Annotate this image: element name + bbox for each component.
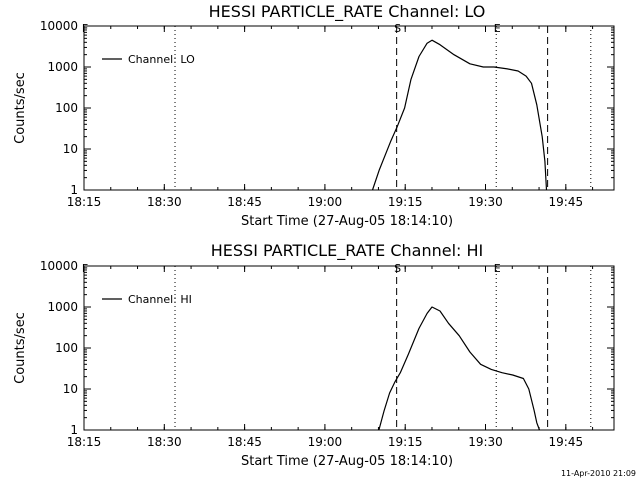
y-tick-label: 10000	[40, 19, 78, 33]
y-tick-label: 1000	[47, 60, 78, 74]
x-axis-label: Start Time (27-Aug-05 18:14:10)	[241, 214, 453, 229]
time-marker-label: S	[394, 262, 401, 275]
x-tick-label: 19:15	[388, 435, 423, 449]
plot-frame	[83, 265, 615, 431]
x-tick-label: 18:30	[147, 195, 182, 209]
y-tick-label: 10000	[40, 259, 78, 273]
x-tick-label: 19:00	[308, 435, 343, 449]
x-tick-label: 19:30	[468, 195, 503, 209]
x-tick-label: 18:45	[227, 435, 262, 449]
plot-area: 18:15 18:30 18:45 19:00 19:15 19:30 19:45 1 10 10…	[40, 259, 615, 449]
x-tick-label: 19:45	[549, 195, 584, 209]
chart-title: HESSI PARTICLE_RATE Channel: LO	[209, 2, 486, 22]
time-marker-label: F	[82, 22, 88, 35]
y-tick-label: 100	[55, 341, 78, 355]
y-axis-label: Counts/sec	[13, 312, 28, 384]
x-tick-label: 19:45	[549, 435, 584, 449]
y-tick-label: 1	[70, 183, 78, 197]
series-line	[378, 306, 541, 431]
legend-label: Channel: LO	[128, 53, 195, 66]
timestamp-stamp: 11-Apr-2010 21:09	[561, 469, 636, 478]
time-marker-label: F	[82, 262, 88, 275]
y-tick-label: 1000	[47, 300, 78, 314]
x-tick-label: 19:15	[388, 195, 423, 209]
x-tick-label: 19:00	[308, 195, 343, 209]
legend-label: Channel: HI	[128, 293, 192, 306]
x-tick-label: 18:15	[67, 435, 102, 449]
x-axis-label: Start Time (27-Aug-05 18:14:10)	[241, 454, 453, 469]
time-marker-label: S	[394, 22, 401, 35]
time-marker-label: E	[494, 262, 501, 275]
y-tick-label: 1	[70, 423, 78, 437]
y-tick-label: 10	[63, 382, 78, 396]
x-tick-label: 19:30	[468, 435, 503, 449]
y-tick-label: 100	[55, 101, 78, 115]
chart-panel-lo: HESSI PARTICLE_RATE Channel: LO Counts/s…	[13, 2, 615, 229]
plot-area: 18:15 18:30 18:45 19:00 19:15 19:30 19:45 1 10 10…	[40, 19, 615, 209]
x-tick-label: 18:30	[147, 435, 182, 449]
chart-panel-hi: HESSI PARTICLE_RATE Channel: HI Counts/s…	[13, 241, 615, 469]
x-tick-label: 18:15	[67, 195, 102, 209]
y-tick-label: 10	[63, 142, 78, 156]
chart-title: HESSI PARTICLE_RATE Channel: HI	[211, 241, 484, 261]
plot-frame	[83, 25, 615, 191]
x-tick-label: 18:45	[227, 195, 262, 209]
series-line	[371, 39, 548, 191]
y-axis-label: Counts/sec	[13, 72, 28, 144]
time-marker-label: E	[494, 22, 501, 35]
